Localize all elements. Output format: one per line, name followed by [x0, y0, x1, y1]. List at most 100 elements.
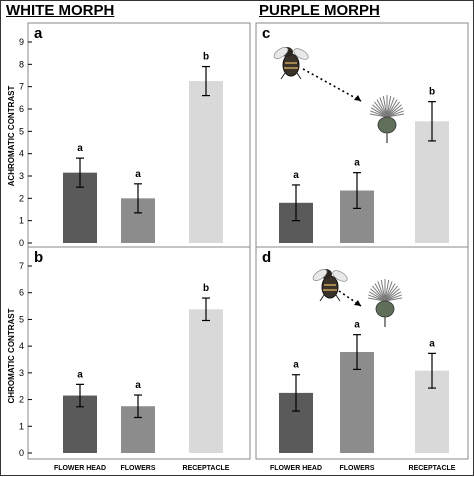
bar [189, 81, 223, 243]
y-tick-label: 3 [19, 368, 24, 378]
arrow-head [354, 95, 361, 101]
significance-label: b [429, 87, 435, 98]
flower-petal [384, 291, 402, 302]
significance-label: b [203, 283, 209, 294]
ylabel-chromatic: CHROMATIC CONTRAST [7, 308, 16, 403]
flower-petal [376, 99, 388, 118]
flower-petal [384, 297, 403, 302]
significance-label: a [354, 158, 360, 169]
bee-body [282, 53, 300, 77]
flower-petal [370, 107, 388, 118]
flower-petal [384, 288, 400, 302]
flower-petal [386, 99, 398, 118]
y-tick-label: 3 [19, 171, 24, 181]
bee-leg [335, 294, 341, 302]
flower-petal [386, 110, 404, 118]
flower-petal [386, 113, 405, 118]
bee-wing [312, 269, 328, 281]
flower-petal [384, 279, 390, 302]
flower-petal [382, 95, 388, 118]
y-tick-label: 4 [19, 149, 24, 159]
significance-label: b [203, 52, 209, 63]
arrow-head [354, 300, 361, 306]
flower-petal [386, 107, 404, 118]
panel-b: b 0 1 2 3 4 5 6 7 a FLOWER HEAD a FLOWERS b RECEPTACLE [19, 246, 251, 472]
y-tick-label: 6 [19, 104, 24, 114]
category-label: RECEPTACLE [183, 465, 230, 472]
flower-receptacle [375, 300, 395, 318]
bee-wing [293, 48, 309, 60]
panel-c: c a a b [255, 22, 469, 250]
panel-letter: b [34, 249, 43, 266]
bee-icon [312, 269, 348, 302]
bar [415, 121, 449, 243]
category-label: FLOWER HEAD [270, 465, 322, 472]
y-tick-label: 2 [19, 395, 24, 405]
significance-label: a [77, 143, 83, 154]
y-tick-label: 0 [19, 238, 24, 248]
category-label: RECEPTACLE [409, 465, 456, 472]
flower-petal [379, 97, 388, 118]
y-tick-label: 5 [19, 314, 24, 324]
flower-petal [384, 294, 402, 302]
significance-label: a [135, 169, 141, 180]
significance-label: a [77, 369, 83, 380]
white-morph-title: WHITE MORPH [6, 2, 115, 19]
flower-petal [370, 288, 386, 302]
flower-petal [386, 95, 392, 118]
category-label: FLOWERS [121, 465, 156, 472]
y-tick-label: 9 [19, 37, 24, 47]
flower-petal [372, 104, 388, 118]
significance-label: a [293, 170, 299, 181]
bee-leg [296, 72, 302, 80]
bee-wing [332, 270, 348, 282]
panel-letter: d [262, 249, 271, 266]
flower-petal [386, 97, 395, 118]
y-tick-label: 7 [19, 82, 24, 92]
panel-letter: c [262, 25, 270, 42]
panel-letter: a [34, 25, 43, 42]
flower-petal [384, 281, 393, 302]
dashed-arrow-icon [302, 68, 362, 102]
flower-petal [368, 294, 386, 302]
y-tick-label: 1 [19, 421, 24, 431]
y-tick-label: 4 [19, 341, 24, 351]
y-tick-label: 6 [19, 288, 24, 298]
flower-receptacle [377, 116, 397, 134]
significance-label: a [135, 380, 141, 391]
ylabel-achromatic: ACHROMATIC CONTRAST [7, 86, 16, 187]
bee-leg [280, 72, 286, 80]
significance-label: a [293, 360, 299, 371]
significance-label: a [354, 320, 360, 331]
y-tick-label: 8 [19, 59, 24, 69]
flower-petal [370, 110, 388, 118]
panel-d: d a FLOWER HEAD a FLOWERS a RECEPTACLE [255, 246, 469, 472]
y-tick-label: 0 [19, 448, 24, 458]
bee-body [321, 275, 339, 299]
bar [189, 309, 223, 453]
bee-leg [319, 294, 325, 302]
flower-petal [368, 291, 386, 302]
flower-petal [386, 101, 400, 118]
flower-petal [384, 283, 396, 302]
y-tick-label: 1 [19, 216, 24, 226]
category-label: FLOWERS [340, 465, 375, 472]
flower-petal [374, 283, 386, 302]
category-label: FLOWER HEAD [54, 465, 106, 472]
flower-petal [386, 104, 402, 118]
flower-petal [384, 285, 398, 302]
bee-wing [273, 47, 289, 59]
flower-petal [380, 279, 386, 302]
flower-petal [372, 285, 386, 302]
significance-label: a [429, 338, 435, 349]
bee-icon [273, 47, 309, 80]
y-tick-label: 7 [19, 261, 24, 271]
y-tick-label: 5 [19, 126, 24, 136]
flower-petal [374, 101, 388, 118]
flower-petal [377, 281, 386, 302]
purple-morph-title: PURPLE MORPH [259, 2, 380, 19]
thistle-flower-icon [369, 95, 405, 143]
